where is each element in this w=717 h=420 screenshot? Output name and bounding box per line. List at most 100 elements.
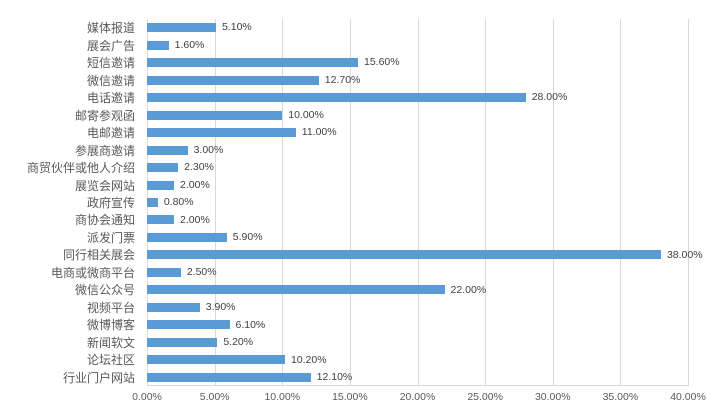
category-label: 派发门票 xyxy=(86,230,135,245)
gridline xyxy=(688,19,689,386)
category-label: 展览会网站 xyxy=(74,178,135,193)
gridline xyxy=(620,19,622,386)
x-tick-label: 5.00% xyxy=(199,391,230,403)
gridline xyxy=(282,19,284,386)
bar-row: 3.00% xyxy=(147,141,688,158)
bar-row: 15.60% xyxy=(147,54,688,71)
x-tick-label: 25.00% xyxy=(467,391,503,403)
category-label: 同行相关展会 xyxy=(62,248,135,263)
value-label: 38.00% xyxy=(666,248,703,261)
bar-row: 2.50% xyxy=(147,264,688,281)
value-label: 28.00% xyxy=(531,91,568,104)
category-label: 论坛社区 xyxy=(86,353,135,368)
bar xyxy=(147,320,230,330)
bar-row: 2.00% xyxy=(147,211,688,228)
bar xyxy=(147,75,319,85)
bar-row: 2.30% xyxy=(147,159,688,176)
bar-row: 2.00% xyxy=(147,176,688,193)
bar xyxy=(147,267,181,277)
x-tick-label: 0.00% xyxy=(132,391,162,403)
bar xyxy=(147,110,283,120)
value-label: 2.30% xyxy=(184,161,214,174)
bar xyxy=(147,215,175,225)
value-label: 2.00% xyxy=(180,213,210,226)
value-label: 22.00% xyxy=(450,283,487,296)
category-label: 新闻软文 xyxy=(86,335,135,350)
value-label: 0.80% xyxy=(163,196,194,209)
bar-row: 38.00% xyxy=(147,246,703,263)
bar xyxy=(147,372,311,382)
bar xyxy=(147,232,227,242)
value-label: 1.60% xyxy=(174,38,205,51)
value-label: 2.50% xyxy=(186,266,217,279)
category-label: 微信邀请 xyxy=(86,73,135,88)
category-label: 电商或微商平台 xyxy=(50,265,135,280)
bar xyxy=(147,93,526,103)
bar-row: 1.60% xyxy=(147,36,688,53)
value-label: 3.90% xyxy=(205,301,236,314)
value-label: 11.00% xyxy=(301,126,337,139)
value-label: 5.90% xyxy=(232,231,263,244)
x-tick-label: 20.00% xyxy=(399,391,436,403)
bar xyxy=(147,23,216,33)
bar xyxy=(147,180,175,190)
category-label: 商贸伙伴或他人介绍 xyxy=(26,161,135,176)
category-label: 短信邀请 xyxy=(86,56,135,71)
value-label: 12.10% xyxy=(316,371,353,383)
x-tick-label: 40.00% xyxy=(670,391,706,403)
bar-row: 10.00% xyxy=(147,106,688,123)
bar xyxy=(147,197,158,207)
bar-row: 10.20% xyxy=(147,351,688,368)
value-label: 5.10% xyxy=(221,21,252,34)
value-label: 2.00% xyxy=(180,178,210,191)
bar xyxy=(147,145,188,155)
value-label: 5.20% xyxy=(223,336,254,349)
bar-row: 0.80% xyxy=(147,194,688,211)
bar xyxy=(147,285,445,295)
gridline xyxy=(417,19,419,386)
category-label: 行业门户网站 xyxy=(62,370,135,385)
plot-area: 5.10% 1.60% 15.60% 12.70% 28.00% 10.00% 11.00%… xyxy=(147,19,703,386)
category-axis: 媒体报道展会广告短信邀请微信邀请电话邀请邮寄参观函电邮邀请参展商邀请商贸伙伴或他… xyxy=(0,19,141,386)
x-axis-line xyxy=(147,385,688,386)
category-label: 商协会通知 xyxy=(74,213,135,228)
x-axis-tick-labels: 0.00% 5.00% 10.00% 15.00% 20.00% 25.00% 30.00%… xyxy=(0,391,717,407)
gridline xyxy=(349,19,351,386)
bar xyxy=(147,163,179,173)
value-label: 10.20% xyxy=(290,353,327,366)
bar-row: 12.70% xyxy=(147,71,688,88)
category-label: 电邮邀请 xyxy=(86,126,135,141)
bar xyxy=(147,250,661,260)
x-tick-label: 10.00% xyxy=(264,391,301,403)
bar xyxy=(147,40,169,50)
bar-row: 5.20% xyxy=(147,334,688,351)
bar xyxy=(147,302,200,312)
bar xyxy=(147,58,358,68)
bar-row: 11.00% xyxy=(147,124,688,141)
value-label: 12.70% xyxy=(324,73,361,86)
x-tick-label: 15.00% xyxy=(332,391,368,403)
gridline xyxy=(485,19,487,386)
bar-row: 22.00% xyxy=(147,281,688,298)
category-label: 视频平台 xyxy=(86,300,135,315)
bar xyxy=(147,355,285,365)
value-label: 10.00% xyxy=(288,108,324,121)
category-label: 参展商邀请 xyxy=(74,143,135,158)
value-label: 15.60% xyxy=(363,56,400,69)
x-tick-label: 35.00% xyxy=(602,391,639,403)
category-label: 电话邀请 xyxy=(86,91,135,106)
value-label: 3.00% xyxy=(193,143,224,156)
category-label: 微博博客 xyxy=(86,318,135,333)
category-label: 邮寄参观函 xyxy=(74,108,135,123)
category-label: 媒体报道 xyxy=(86,21,135,36)
gridline xyxy=(214,19,216,386)
bar-row: 5.10% xyxy=(147,19,688,36)
gridline xyxy=(552,19,554,386)
category-label: 展会广告 xyxy=(86,38,135,53)
bar xyxy=(147,128,296,138)
bar xyxy=(147,337,218,347)
bar-row: 6.10% xyxy=(147,316,688,333)
bar-row: 5.90% xyxy=(147,229,688,246)
bar-row: 3.90% xyxy=(147,299,688,316)
